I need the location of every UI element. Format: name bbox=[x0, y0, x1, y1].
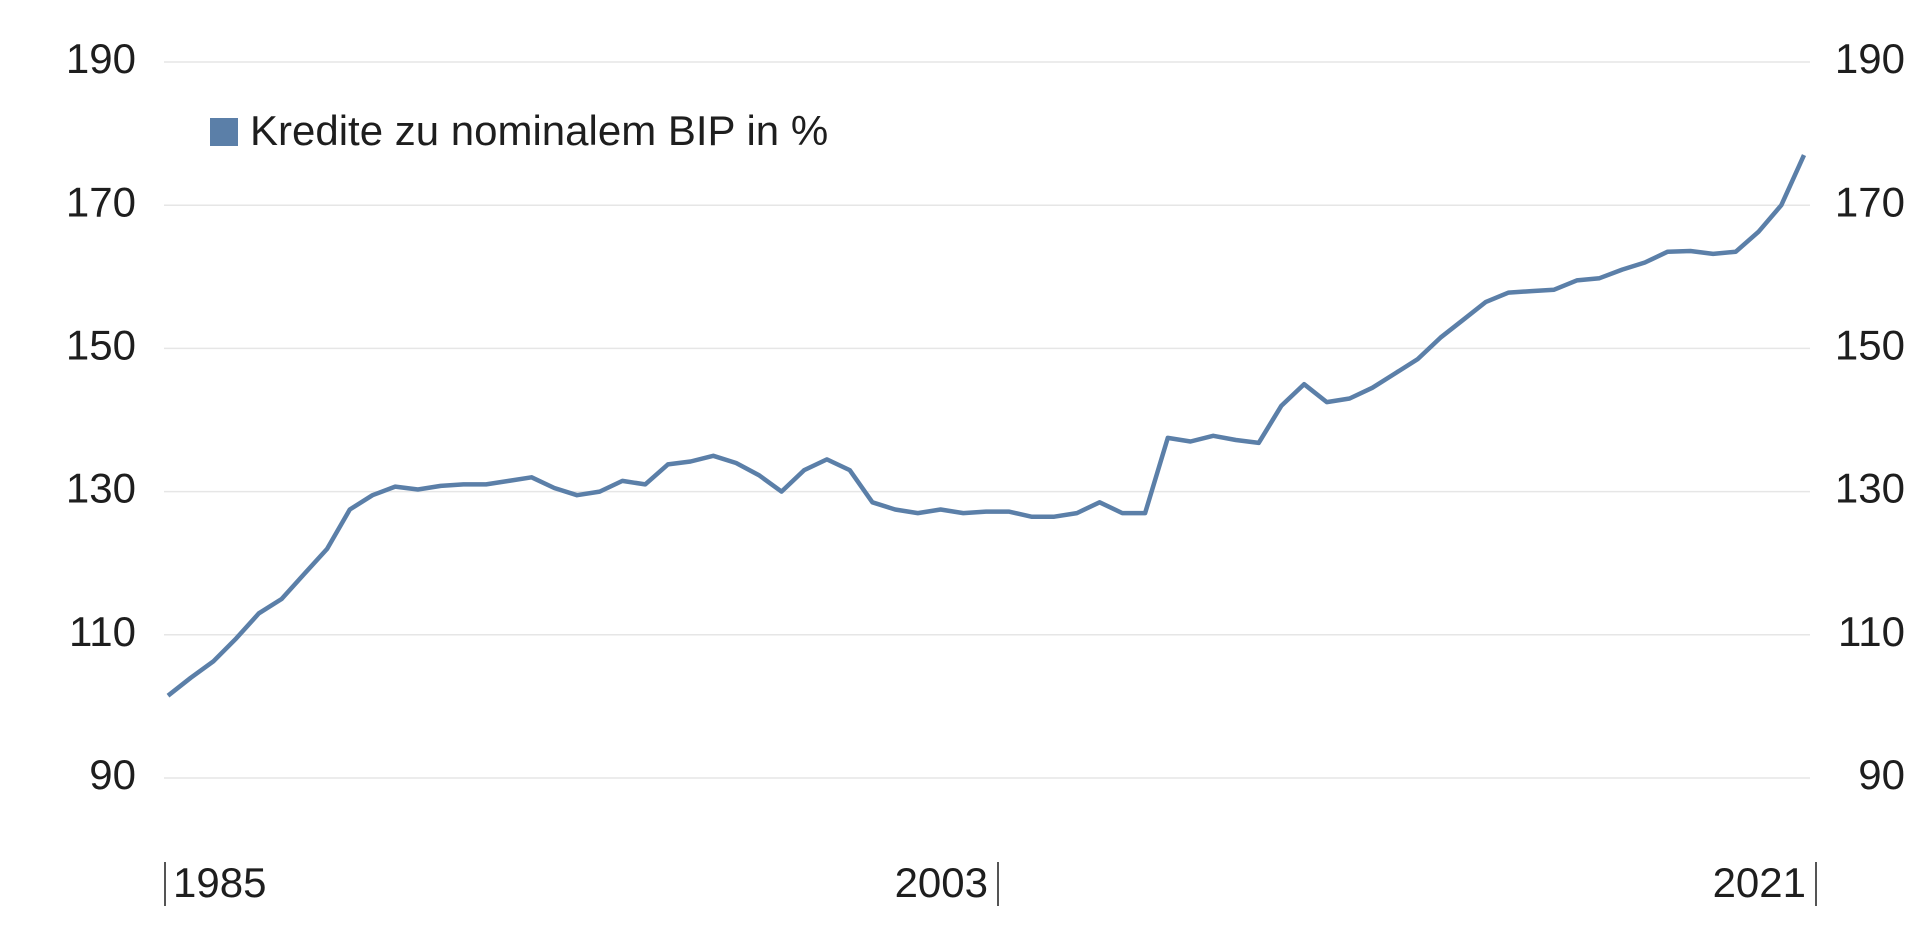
y-tick-label-left: 190 bbox=[66, 35, 136, 82]
y-tick-label-right: 170 bbox=[1835, 178, 1905, 225]
y-tick-label-left: 130 bbox=[66, 465, 136, 512]
y-tick-label-right: 90 bbox=[1858, 751, 1905, 798]
data-line bbox=[166, 154, 1807, 698]
legend-label: Kredite zu nominalem BIP in % bbox=[250, 107, 828, 154]
y-tick-label-left: 110 bbox=[69, 608, 136, 655]
x-tick-label: 2003 bbox=[895, 859, 988, 906]
x-tick-label: 2021 bbox=[1713, 859, 1806, 906]
y-tick-label-left: 90 bbox=[89, 751, 136, 798]
x-tick-label: 1985 bbox=[173, 859, 266, 906]
legend-swatch bbox=[210, 118, 238, 146]
y-tick-label-left: 170 bbox=[66, 178, 136, 225]
y-tick-label-right: 110 bbox=[1838, 608, 1905, 655]
y-tick-label-left: 150 bbox=[66, 321, 136, 368]
y-tick-label-right: 150 bbox=[1835, 321, 1905, 368]
y-tick-label-right: 130 bbox=[1835, 465, 1905, 512]
y-tick-label-right: 190 bbox=[1835, 35, 1905, 82]
